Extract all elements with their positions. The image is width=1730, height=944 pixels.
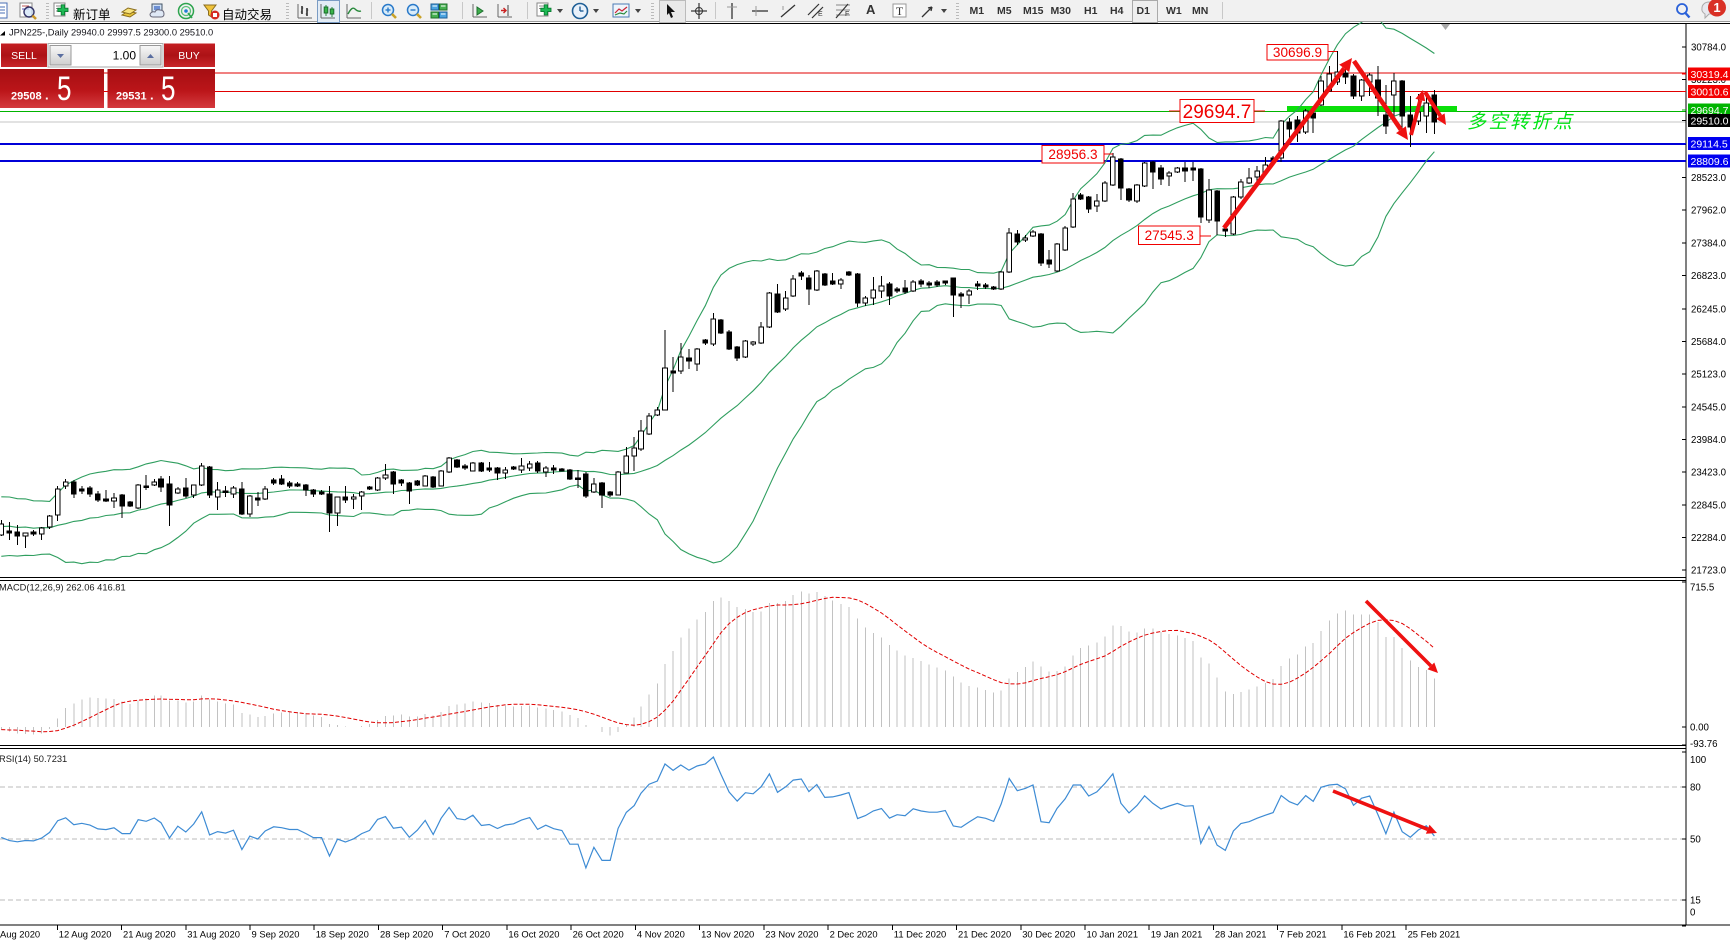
svg-text:100: 100 [1690,755,1707,766]
svg-text:23423.0: 23423.0 [1691,467,1727,478]
svg-text:Aug 2020: Aug 2020 [0,929,40,940]
svg-text:29694.7: 29694.7 [1691,105,1729,117]
svg-text:25 Feb 2021: 25 Feb 2021 [1408,929,1461,940]
svg-text:30010.6: 30010.6 [1691,87,1729,99]
svg-text:12 Aug 2020: 12 Aug 2020 [59,929,112,940]
svg-text:27545.3: 27545.3 [1145,228,1194,243]
svg-text:-93.76: -93.76 [1690,739,1717,750]
svg-text:26823.0: 26823.0 [1691,271,1727,282]
svg-text:29510.0: 29510.0 [1691,116,1729,128]
svg-text:25123.0: 25123.0 [1691,369,1727,380]
svg-text:26 Oct 2020: 26 Oct 2020 [573,929,624,940]
svg-text:BUY: BUY [178,50,200,62]
svg-text:29531: 29531 [116,91,147,103]
svg-text:29694.7: 29694.7 [1183,102,1252,123]
svg-text:30319.4: 30319.4 [1691,69,1729,81]
svg-text:7 Feb 2021: 7 Feb 2021 [1279,929,1326,940]
svg-text:0.00: 0.00 [1690,722,1709,733]
svg-text:23984.0: 23984.0 [1691,435,1727,446]
svg-text:27962.0: 27962.0 [1691,205,1727,216]
svg-text:30 Dec 2020: 30 Dec 2020 [1022,929,1075,940]
svg-text:23 Nov 2020: 23 Nov 2020 [765,929,818,940]
svg-text:30696.9: 30696.9 [1273,45,1322,60]
svg-text:715.5: 715.5 [1690,583,1714,594]
svg-text:26245.0: 26245.0 [1691,305,1727,316]
svg-text:30223.0: 30223.0 [1691,75,1727,86]
svg-text:28956.3: 28956.3 [1048,147,1097,162]
svg-text:50: 50 [1690,835,1701,846]
svg-text:5: 5 [57,70,72,108]
svg-text:25684.0: 25684.0 [1691,337,1727,348]
svg-text:T: T [896,4,904,18]
svg-text:28 Sep 2020: 28 Sep 2020 [380,929,433,940]
svg-text:16 Oct 2020: 16 Oct 2020 [508,929,559,940]
svg-text:21 Aug 2020: 21 Aug 2020 [123,929,176,940]
svg-text:18 Sep 2020: 18 Sep 2020 [316,929,369,940]
svg-text:28 Jan 2021: 28 Jan 2021 [1215,929,1267,940]
svg-text:16 Feb 2021: 16 Feb 2021 [1343,929,1396,940]
svg-text:RSI(14) 50.7231: RSI(14) 50.7231 [0,754,67,764]
svg-text:0: 0 [1690,908,1696,919]
svg-text:多空转折点: 多空转折点 [1467,111,1575,133]
svg-text:MACD(12,26,9) 262.06 416.81: MACD(12,26,9) 262.06 416.81 [0,583,126,593]
svg-text:SELL: SELL [11,50,37,62]
svg-text:80: 80 [1690,782,1701,793]
svg-text:2 Dec 2020: 2 Dec 2020 [830,929,878,940]
svg-text:9 Sep 2020: 9 Sep 2020 [252,929,300,940]
svg-text:27384.0: 27384.0 [1691,239,1727,250]
svg-text:24545.0: 24545.0 [1691,403,1727,414]
svg-text:JPN225-,Daily 29940.0 29997.5: JPN225-,Daily 29940.0 29997.5 29300.0 29… [9,28,213,38]
svg-text:21 Dec 2020: 21 Dec 2020 [958,929,1011,940]
svg-text:21723.0: 21723.0 [1691,566,1727,577]
svg-text:4 Nov 2020: 4 Nov 2020 [637,929,685,940]
svg-text:28809.6: 28809.6 [1691,156,1729,168]
svg-text:31 Aug 2020: 31 Aug 2020 [187,929,240,940]
svg-text:29508: 29508 [11,91,42,103]
svg-text:29114.5: 29114.5 [1691,138,1728,150]
svg-text:11 Dec 2020: 11 Dec 2020 [894,929,946,940]
svg-text:5: 5 [161,70,176,108]
svg-text:10 Jan 2021: 10 Jan 2021 [1087,929,1139,940]
svg-text:.: . [150,88,154,103]
svg-text:30784.0: 30784.0 [1691,43,1727,54]
svg-text:15: 15 [1690,895,1701,906]
svg-text:19 Jan 2021: 19 Jan 2021 [1151,929,1203,940]
svg-text:22284.0: 22284.0 [1691,533,1727,544]
svg-text:13 Nov 2020: 13 Nov 2020 [701,929,754,940]
svg-text:1.00: 1.00 [113,49,137,63]
svg-text:7 Oct 2020: 7 Oct 2020 [444,929,490,940]
svg-text:22845.0: 22845.0 [1691,501,1727,512]
svg-text:1: 1 [1713,0,1720,15]
svg-text:28523.0: 28523.0 [1691,173,1727,184]
svg-text:.: . [45,88,49,103]
